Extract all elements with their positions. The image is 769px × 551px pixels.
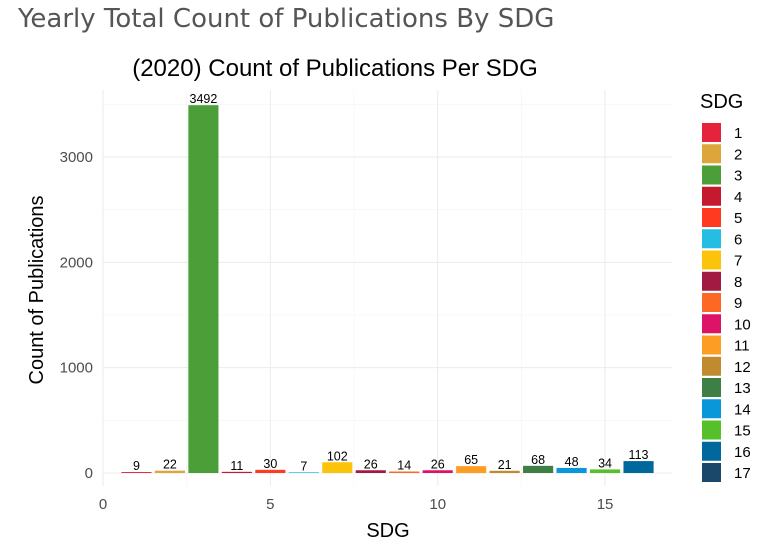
y-tick-label: 3000 bbox=[60, 149, 93, 166]
bar-sdg-16 bbox=[623, 461, 654, 473]
legend-key-sdg-11 bbox=[702, 335, 721, 355]
bar-sdg-15 bbox=[589, 469, 621, 473]
bar-sdg-6 bbox=[288, 472, 319, 473]
x-tick-label: 15 bbox=[597, 496, 614, 513]
legend-key-sdg-13 bbox=[702, 378, 721, 397]
x-tick-label: 10 bbox=[429, 496, 446, 513]
legend-key-sdg-16 bbox=[702, 441, 721, 461]
data-label-sdg-10: 26 bbox=[431, 457, 445, 471]
legend-key-sdg-12 bbox=[702, 356, 721, 376]
bar-sdg-9 bbox=[389, 471, 420, 473]
data-label-sdg-16: 113 bbox=[629, 448, 649, 462]
legend-key-sdg-10 bbox=[702, 314, 721, 334]
bar-sdg-10 bbox=[422, 470, 453, 473]
legend-key-sdg-8 bbox=[702, 271, 721, 291]
legend-label-sdg-5: 5 bbox=[734, 210, 742, 227]
data-label-sdg-13: 68 bbox=[531, 453, 545, 467]
data-label-sdg-5: 30 bbox=[263, 457, 277, 471]
legend-label-sdg-10: 10 bbox=[734, 316, 751, 333]
legend-key-sdg-6 bbox=[702, 229, 721, 249]
data-label-sdg-2: 22 bbox=[163, 458, 177, 472]
bar-sdg-11 bbox=[456, 466, 487, 473]
x-tick-label: 5 bbox=[266, 496, 274, 513]
chart-title: (2020) Count of Publications Per SDG bbox=[132, 55, 538, 82]
legend-label-sdg-16: 16 bbox=[734, 444, 751, 461]
bar-sdg-5 bbox=[255, 469, 286, 473]
x-axis-title: SDG bbox=[366, 520, 409, 542]
legend-label-sdg-4: 4 bbox=[734, 189, 742, 206]
legend-key-sdg-1 bbox=[702, 123, 721, 142]
data-label-sdg-4: 11 bbox=[230, 459, 243, 473]
bar-sdg-12 bbox=[489, 470, 520, 473]
legend-label-sdg-9: 9 bbox=[734, 295, 742, 312]
legend-key-sdg-9 bbox=[702, 293, 721, 312]
data-label-sdg-11: 65 bbox=[464, 453, 478, 467]
data-label-sdg-7: 102 bbox=[327, 449, 348, 463]
legend-label-sdg-17: 17 bbox=[734, 465, 751, 482]
data-label-sdg-12: 21 bbox=[498, 458, 512, 472]
bars bbox=[121, 105, 654, 474]
y-tick-labels: 0 1000 2000 3000 bbox=[60, 149, 93, 482]
bar-sdg-1 bbox=[121, 472, 152, 473]
legend-key-sdg-14 bbox=[702, 399, 721, 419]
legend-label-sdg-15: 15 bbox=[734, 423, 751, 440]
page-title: Yearly Total Count of Publications By SD… bbox=[18, 4, 555, 34]
bar-sdg-14 bbox=[556, 467, 587, 473]
data-label-sdg-15: 34 bbox=[598, 456, 612, 470]
bar-sdg-7 bbox=[322, 462, 353, 473]
legend-label-sdg-12: 12 bbox=[734, 359, 751, 376]
legend-label-sdg-7: 7 bbox=[734, 253, 742, 270]
legend-label-sdg-6: 6 bbox=[734, 231, 742, 248]
legend-key-sdg-2 bbox=[702, 144, 721, 164]
bar-sdg-3 bbox=[188, 105, 219, 474]
legend-key-sdg-4 bbox=[702, 186, 721, 206]
bar-sdg-8 bbox=[355, 470, 386, 473]
y-tick-label: 2000 bbox=[60, 254, 93, 271]
x-tick-label: 0 bbox=[99, 496, 107, 513]
legend-label-sdg-11: 11 bbox=[734, 338, 750, 355]
grid bbox=[102, 90, 672, 486]
y-tick-label: 1000 bbox=[60, 360, 93, 377]
data-labels: 9 22 3492 11 30 7 102 26 14 26 65 21 68 48 34 113 bbox=[133, 92, 649, 473]
y-tick-label: 0 bbox=[85, 465, 93, 482]
legend-key-sdg-5 bbox=[702, 208, 721, 227]
data-label-sdg-3: 3492 bbox=[190, 92, 218, 106]
legend-key-sdg-7 bbox=[702, 250, 721, 270]
legend-label-sdg-8: 8 bbox=[734, 274, 742, 291]
legend-label-sdg-13: 13 bbox=[734, 380, 751, 397]
data-label-sdg-6: 7 bbox=[300, 459, 307, 473]
bar-sdg-2 bbox=[154, 470, 186, 473]
legend-key-sdg-3 bbox=[702, 165, 721, 185]
legend-label-sdg-2: 2 bbox=[734, 146, 742, 163]
data-label-sdg-8: 26 bbox=[364, 457, 378, 471]
data-label-sdg-1: 9 bbox=[133, 459, 140, 473]
bar-sdg-4 bbox=[221, 471, 252, 473]
legend-label-sdg-1: 1 bbox=[734, 125, 742, 142]
legend-label-sdg-14: 14 bbox=[734, 401, 751, 418]
x-tick-labels: 0 5 10 15 bbox=[99, 496, 614, 513]
y-axis-title: Count of Publications bbox=[26, 195, 48, 384]
legend-key-sdg-17 bbox=[702, 463, 721, 482]
legend-key-sdg-15 bbox=[702, 420, 721, 440]
bar-sdg-13 bbox=[523, 465, 554, 473]
data-label-sdg-9: 14 bbox=[397, 459, 411, 473]
data-label-sdg-14: 48 bbox=[565, 455, 579, 469]
legend-title: SDG bbox=[700, 91, 743, 113]
legend-label-sdg-3: 3 bbox=[734, 168, 742, 185]
